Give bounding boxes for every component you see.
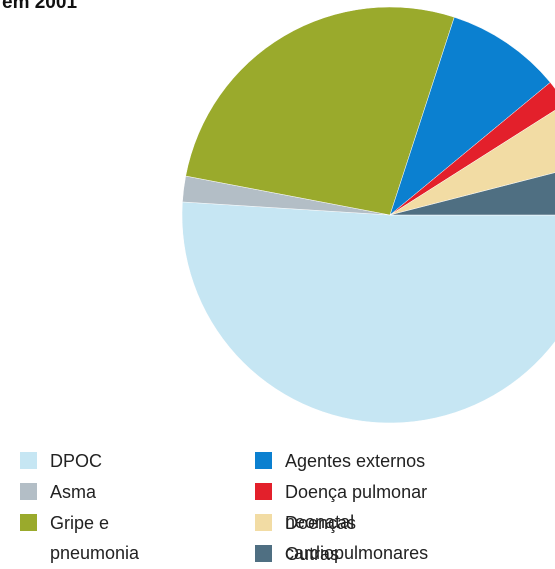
pie-slice bbox=[389, 109, 555, 216]
legend-label: DPOC bbox=[50, 451, 103, 471]
pie-slice bbox=[389, 172, 555, 216]
legend-item: DPOC bbox=[20, 446, 250, 476]
legend-swatch bbox=[255, 452, 272, 469]
legend-item: Gripe e pneumonia bbox=[20, 508, 160, 568]
legend-swatch bbox=[20, 452, 37, 469]
legend-label: Asma bbox=[50, 482, 97, 502]
pie-slice bbox=[389, 16, 551, 216]
pie-slice bbox=[389, 82, 555, 216]
legend-label: Gripe e pneumonia bbox=[50, 513, 140, 563]
legend-swatch bbox=[255, 514, 272, 531]
legend-item: Outras bbox=[255, 539, 485, 569]
legend-swatch bbox=[20, 483, 37, 500]
legend-swatch bbox=[255, 545, 272, 562]
legend-label: Doença pulmonar neonatal bbox=[285, 482, 428, 532]
chart-title: em 2001 bbox=[2, 0, 78, 13]
legend-swatch bbox=[255, 483, 272, 500]
legend-label: Doenças cardiopulmonares bbox=[285, 513, 429, 563]
legend-item: Asma bbox=[20, 477, 250, 507]
legend-label: Outras bbox=[285, 544, 340, 564]
legend-item: Doença pulmonar neonatal bbox=[255, 477, 485, 537]
pie-slice bbox=[185, 6, 455, 216]
pie-slice bbox=[181, 201, 555, 424]
legend-item: Agentes externos bbox=[255, 446, 485, 476]
legend-swatch bbox=[20, 514, 37, 531]
legend-label: Agentes externos bbox=[285, 451, 426, 471]
legend-item: Doenças cardiopulmonares bbox=[255, 508, 485, 568]
